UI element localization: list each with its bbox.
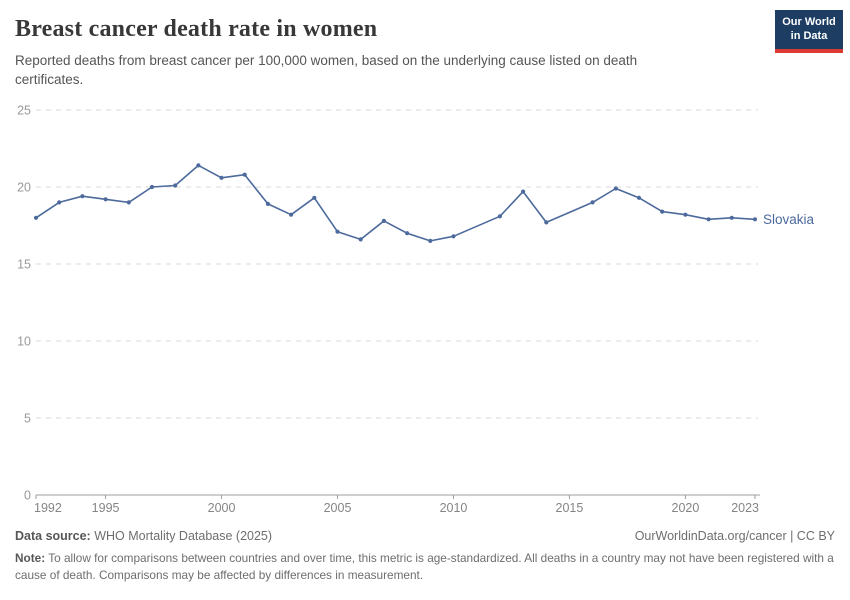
chart-header: Breast cancer death rate in women Report…: [0, 0, 850, 95]
attribution-link[interactable]: OurWorldinData.org/cancer | CC BY: [634, 529, 835, 543]
data-source-value: WHO Mortality Database (2025): [90, 529, 273, 543]
data-point: [521, 189, 526, 194]
data-point: [33, 215, 39, 220]
data-point: [590, 200, 595, 205]
x-tick-label: 1992: [34, 501, 62, 515]
data-point: [312, 195, 317, 200]
y-tick-label: 5: [24, 412, 31, 426]
owid-logo-line1: Our World: [782, 16, 836, 28]
x-tick-label: 2000: [208, 501, 236, 515]
data-point: [335, 229, 340, 234]
y-tick-label: 20: [17, 181, 31, 195]
owid-logo-line2: in Data: [790, 30, 828, 43]
x-tick-label: 2005: [324, 501, 352, 515]
data-point: [242, 172, 247, 177]
x-tick-label: 2020: [672, 501, 700, 515]
data-point: [57, 200, 62, 205]
data-point: [428, 238, 433, 243]
note-line: Note: To allow for comparisons between c…: [15, 550, 835, 584]
chart-subtitle: Reported deaths from breast cancer per 1…: [15, 53, 638, 87]
x-tick-label: 1995: [92, 501, 120, 515]
data-point: [265, 201, 270, 206]
data-point: [729, 215, 734, 220]
data-point: [613, 186, 618, 191]
data-point: [289, 212, 294, 217]
line-chart: 0 5 10 15 20 25 1992 1995 2000 2005 2010 2015 2020 20…: [0, 95, 850, 527]
data-point: [149, 184, 155, 190]
x-tick-label: 2010: [440, 501, 468, 515]
data-point: [103, 197, 108, 202]
x-tick-label: 2023: [731, 501, 759, 515]
page-title: Breast cancer death rate in women: [15, 16, 378, 42]
chart-footer: Data source: WHO Mortality Database (202…: [15, 529, 835, 584]
data-point: [405, 231, 410, 236]
y-tick-label: 15: [17, 258, 31, 272]
data-point: [126, 200, 131, 205]
series-line: [35, 164, 756, 242]
line-chart-svg: 0 5 10 15 20 25 1992 1995 2000 2005 2010 2015 2020 20…: [17, 104, 815, 516]
data-point: [752, 217, 758, 222]
y-tick-label: 0: [24, 489, 31, 503]
y-tick-label: 10: [17, 335, 31, 349]
data-source-label: Data source:: [15, 529, 91, 543]
data-point: [544, 220, 549, 225]
y-tick-label: 25: [17, 104, 31, 118]
data-point: [80, 194, 85, 199]
data-point: [196, 163, 201, 168]
data-point: [660, 209, 665, 214]
data-point: [173, 183, 178, 188]
data-point: [381, 218, 386, 223]
data-point: [219, 175, 224, 180]
data-source-line: Data source: WHO Mortality Database (202…: [15, 529, 272, 543]
x-tick-label: 2015: [556, 501, 584, 515]
owid-logo: Our World in Data: [775, 10, 843, 53]
note-text: To allow for comparisons between countri…: [15, 551, 834, 583]
data-point: [706, 217, 711, 222]
note-label: Note:: [15, 551, 46, 565]
data-point: [451, 234, 456, 239]
data-point: [358, 237, 363, 242]
data-point: [497, 214, 502, 219]
series-label: Slovakia: [763, 212, 815, 227]
data-point: [636, 195, 642, 200]
data-point: [683, 212, 688, 217]
